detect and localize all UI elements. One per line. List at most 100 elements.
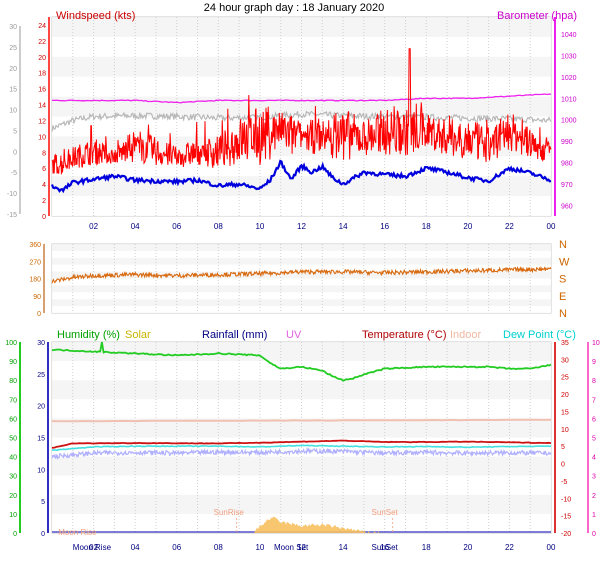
wind-time-tick: 18 xyxy=(422,222,431,231)
wind-outer-tick: -15 xyxy=(7,212,17,219)
direction-degrees-tick: 90 xyxy=(33,294,41,301)
uv-tick: 7 xyxy=(592,397,596,404)
average-windspeed-line xyxy=(50,159,552,194)
temperature-tick: 0 xyxy=(561,462,565,469)
rainfall-tick: 20 xyxy=(37,404,45,411)
windspeed-label: Windspeed (kts) xyxy=(56,10,135,22)
direction-band xyxy=(52,278,551,286)
rainfall-tick: 5 xyxy=(41,499,45,506)
compass-label: S xyxy=(559,274,566,286)
wind-time-tick: 20 xyxy=(463,222,472,231)
temp-time-tick: 22 xyxy=(505,543,514,552)
dew-point-line xyxy=(51,444,552,452)
wind-outer-tick: -10 xyxy=(7,191,17,198)
humidity-tick: 90 xyxy=(9,359,17,366)
humidity-tick: 30 xyxy=(9,474,17,481)
rainfall-tick: 30 xyxy=(37,340,45,347)
direction-band xyxy=(52,299,551,307)
wind-time-tick: 00 xyxy=(547,222,556,231)
wind-outer-tick: 5 xyxy=(13,128,17,135)
event-label: Moon Set xyxy=(274,543,309,552)
direction-band xyxy=(52,271,551,279)
series-label: Dew Point (°C) xyxy=(503,329,576,341)
wind-time-tick: 08 xyxy=(214,222,223,231)
wind-time-tick: 10 xyxy=(255,222,264,231)
windspeed-tick: 18 xyxy=(38,71,46,78)
humidity-tick: 10 xyxy=(9,512,17,519)
windspeed-tick: 4 xyxy=(42,182,46,189)
temp-time-tick: 12 xyxy=(297,543,306,552)
temperature-tick: -20 xyxy=(561,531,571,538)
temperature-tick: 5 xyxy=(561,444,565,451)
uv-tick: 3 xyxy=(592,474,596,481)
windspeed-tick: 22 xyxy=(38,39,46,46)
wind-time-tick: 12 xyxy=(297,222,306,231)
humidity-tick: 50 xyxy=(9,436,17,443)
windspeed-tick: 24 xyxy=(38,23,46,30)
series-label: Rainfall (mm) xyxy=(202,329,267,341)
uv-tick: 4 xyxy=(592,455,596,462)
humidity-tick: 20 xyxy=(9,493,17,500)
barometer-label: Barometer (hpa) xyxy=(497,10,577,22)
windspeed-tick: 12 xyxy=(38,118,46,125)
temperature-tick: 35 xyxy=(561,340,569,347)
barometer-tick: 1030 xyxy=(561,54,577,61)
uv-tick: 5 xyxy=(592,436,596,443)
direction-degrees-tick: 0 xyxy=(37,311,41,318)
uv-tick: 8 xyxy=(592,378,596,385)
temperature-line xyxy=(51,439,552,449)
humidity-tick: 60 xyxy=(9,416,17,423)
temperature-tick: -15 xyxy=(561,514,571,521)
windspeed-tick: 2 xyxy=(42,198,46,205)
event-label: SunRise xyxy=(214,508,245,517)
windspeed-tick: 0 xyxy=(42,214,46,221)
windspeed-tick: 14 xyxy=(38,103,46,110)
series-label: Temperature (°C) xyxy=(362,329,446,341)
temp-time-tick: 14 xyxy=(339,543,348,552)
solar-area xyxy=(251,516,381,533)
uv-tick: 6 xyxy=(592,416,596,423)
temp-time-tick: 10 xyxy=(255,543,264,552)
wind-outer-tick: 0 xyxy=(13,149,17,156)
temp-band xyxy=(52,456,551,476)
uv-tick: 10 xyxy=(592,340,600,347)
direction-band xyxy=(52,306,551,313)
indoor-line xyxy=(51,418,552,423)
compass-label: W xyxy=(559,256,570,268)
rainfall-tick: 10 xyxy=(37,467,45,474)
barometer-tick: 1010 xyxy=(561,96,577,103)
barometer-tick: 980 xyxy=(561,161,573,168)
series-label: Humidity (%) xyxy=(57,329,120,341)
barometer-tick: 1020 xyxy=(561,75,577,82)
temperature-tick: -5 xyxy=(561,479,567,486)
windspeed-tick: 16 xyxy=(38,87,46,94)
rainfall-tick: 0 xyxy=(41,531,45,538)
barometer-tick: 1040 xyxy=(561,32,577,39)
uv-tick: 9 xyxy=(592,359,596,366)
graph-title: 24 hour graph day : 18 January 2020 xyxy=(204,2,384,14)
wind-time-tick: 04 xyxy=(131,222,140,231)
wind-direction-line xyxy=(51,265,552,284)
event-label: SunSet xyxy=(372,543,399,552)
temp-time-tick: 16 xyxy=(380,543,389,552)
event-label: SunSet xyxy=(372,508,399,517)
humidity-tick: 100 xyxy=(5,340,17,347)
event-label: Moon Rise xyxy=(73,543,112,552)
wind-time-tick: 22 xyxy=(505,222,514,231)
secondary-series-line xyxy=(51,110,552,132)
windspeed-tick: 20 xyxy=(38,55,46,62)
temp-time-tick: 00 xyxy=(547,543,556,552)
series-label: Indoor xyxy=(450,329,482,341)
temperature-tick: 25 xyxy=(561,375,569,382)
wind-outer-tick: 30 xyxy=(9,24,17,31)
wind-time-tick: 16 xyxy=(380,222,389,231)
wind-outer-tick: 25 xyxy=(9,45,17,52)
compass-label: N xyxy=(559,239,567,251)
uv-tick: 1 xyxy=(592,512,596,519)
direction-band xyxy=(52,285,551,293)
wind-outer-tick: 10 xyxy=(9,108,17,115)
temp-time-tick: 04 xyxy=(131,543,140,552)
direction-degrees-tick: 270 xyxy=(29,259,41,266)
temperature-tick: 20 xyxy=(561,392,569,399)
